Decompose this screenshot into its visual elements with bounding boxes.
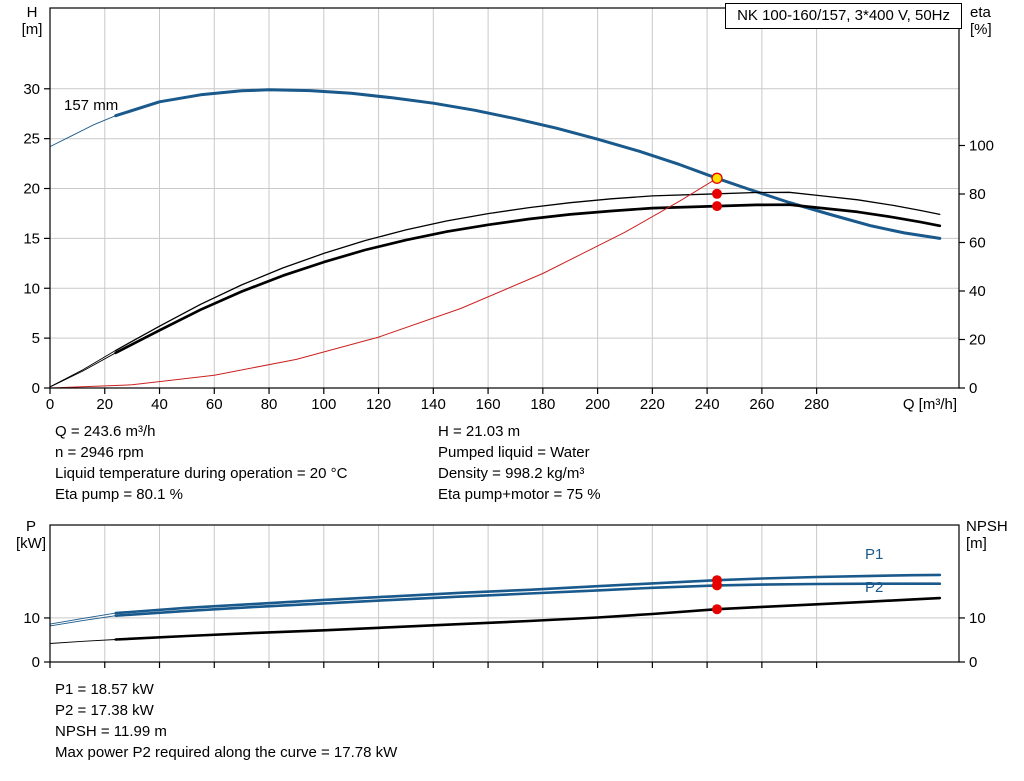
pump-title: NK 100-160/157, 3*400 V, 50Hz: [737, 7, 950, 24]
flow-axis-label: Q [m³/h]: [902, 396, 957, 413]
power-npsh-chart: 0 10 0 10: [23, 524, 986, 671]
detail-flow: Q = 243.6 m³/h: [55, 423, 156, 440]
x-axis-tick-label: 140: [421, 396, 446, 413]
detail-liquid-temperature: Liquid temperature during operation = 20…: [55, 465, 348, 482]
eta-pump-motor-point: [712, 201, 722, 212]
detail-speed: n = 2946 rpm: [55, 444, 144, 461]
p2-curve: [114, 582, 942, 618]
p1-curve: [114, 573, 942, 615]
eta-pump-motor-lead: [49, 352, 117, 388]
x-axis-tick-label: 40: [151, 396, 168, 413]
power-axis-unit: [kW]: [16, 535, 46, 552]
x-axis-tick-label: 280: [804, 396, 829, 413]
right-axis-tick-label: 80: [969, 186, 986, 203]
duty-point: [711, 172, 723, 184]
x-axis-tick-label: 240: [695, 396, 720, 413]
left-axis-tick-label: 15: [23, 230, 40, 247]
npsh-axis-symbol: NPSH: [966, 518, 1008, 535]
eta-axis-unit: [%]: [970, 21, 992, 38]
detail-eta-pump-motor: Eta pump+motor = 75 %: [438, 486, 601, 503]
x-axis-tick-label: 20: [96, 396, 113, 413]
right-axis-tick-label: 0: [969, 380, 977, 397]
x-axis-tick-label: 180: [530, 396, 555, 413]
left-axis-tick-label: 20: [23, 181, 40, 198]
duty-details-left: Q = 243.6 m³/h n = 2946 rpm Liquid tempe…: [55, 421, 347, 505]
left-axis-tick-label: 25: [23, 131, 40, 148]
head-axis-unit: [m]: [21, 21, 43, 38]
pump-title-box: NK 100-160/157, 3*400 V, 50Hz: [725, 3, 962, 29]
npsh-point: [712, 604, 722, 615]
right-axis-tick-label: 0: [969, 654, 977, 671]
impeller-diameter-label: 157 mm: [64, 97, 119, 114]
tick-labels: 0 10 0 10: [23, 610, 985, 671]
left-axis-tick-label: 30: [23, 81, 40, 98]
detail-head: H = 21.03 m: [438, 423, 521, 440]
eta-pump-motor-curve: [114, 203, 942, 355]
right-axis-tick-label: 10: [969, 610, 986, 627]
left-axis-tick-label: 10: [23, 280, 40, 297]
detail-p2: P2 = 17.38 kW: [55, 702, 154, 719]
power-details: P1 = 18.57 kW P2 = 17.38 kW NPSH = 11.99…: [55, 679, 397, 763]
p2-curve-label: P2: [865, 579, 884, 596]
detail-pumped-liquid: Pumped liquid = Water: [438, 444, 590, 461]
eta-pump-point: [712, 188, 722, 199]
axis-ticks: [44, 88, 965, 394]
right-axis-tick-label: 100: [969, 137, 994, 154]
head-curve-157mm: [114, 88, 942, 240]
x-axis-tick-label: 60: [206, 396, 223, 413]
head-axis-symbol: H: [26, 4, 38, 21]
detail-eta-pump: Eta pump = 80.1 %: [55, 486, 183, 503]
left-axis-tick-label: 10: [23, 610, 40, 627]
detail-density: Density = 998.2 kg/m³: [438, 465, 585, 482]
x-axis-tick-label: 120: [366, 396, 391, 413]
p2-point: [712, 580, 722, 591]
power-axis-caption: P [kW]: [10, 518, 52, 552]
p1-curve-lead: [49, 612, 117, 625]
x-axis-tick-label: 200: [585, 396, 610, 413]
right-axis-tick-label: 60: [969, 234, 986, 251]
plot-border: [49, 524, 960, 663]
eta-axis-symbol: eta: [970, 4, 991, 21]
duty-details-right: H = 21.03 m Pumped liquid = Water Densit…: [438, 421, 601, 505]
x-axis-tick-label: 80: [261, 396, 278, 413]
npsh-curve: [114, 596, 942, 641]
x-axis-tick-label: 0: [46, 396, 54, 413]
detail-p1: P1 = 18.57 kW: [55, 681, 154, 698]
npsh-curve-lead: [49, 639, 117, 644]
npsh-axis-unit: [m]: [966, 535, 987, 552]
qh-eta-chart: 0 5 10 15 20 25 30 0 20 40 60 80 100 0 20 40 60 80 100 120 1…: [23, 7, 994, 413]
eta-pump-curve: [115, 191, 941, 352]
detail-npsh: NPSH = 11.99 m: [55, 723, 167, 740]
head-curve-lead: [49, 115, 117, 148]
gridlines: [50, 8, 959, 388]
head-axis-caption: H [m]: [12, 4, 52, 38]
p2-curve-lead: [49, 615, 117, 627]
left-axis-tick-label: 0: [32, 380, 40, 397]
npsh-axis-caption: NPSH [m]: [966, 518, 1022, 552]
right-axis-tick-label: 20: [969, 331, 986, 348]
detail-max-power: Max power P2 required along the curve = …: [55, 744, 398, 761]
left-axis-tick-label: 0: [32, 654, 40, 671]
system-resistance-curve: [49, 177, 718, 389]
left-axis-tick-label: 5: [32, 330, 40, 347]
p1-curve-label: P1: [865, 546, 884, 563]
tick-labels: 0 5 10 15 20 25 30 0 20 40 60 80 100 0 20 40 60 80 100 120 1…: [23, 81, 994, 413]
eta-pump-lead: [49, 349, 117, 388]
x-axis-tick-label: 220: [640, 396, 665, 413]
axis-ticks: [44, 617, 965, 668]
x-axis-tick-label: 260: [749, 396, 774, 413]
eta-axis-caption: eta [%]: [970, 4, 1022, 38]
x-axis-tick-label: 100: [311, 396, 336, 413]
right-axis-tick-label: 40: [969, 283, 986, 300]
x-axis-tick-label: 160: [476, 396, 501, 413]
plot-border: [49, 7, 960, 389]
power-axis-symbol: P: [25, 518, 36, 535]
